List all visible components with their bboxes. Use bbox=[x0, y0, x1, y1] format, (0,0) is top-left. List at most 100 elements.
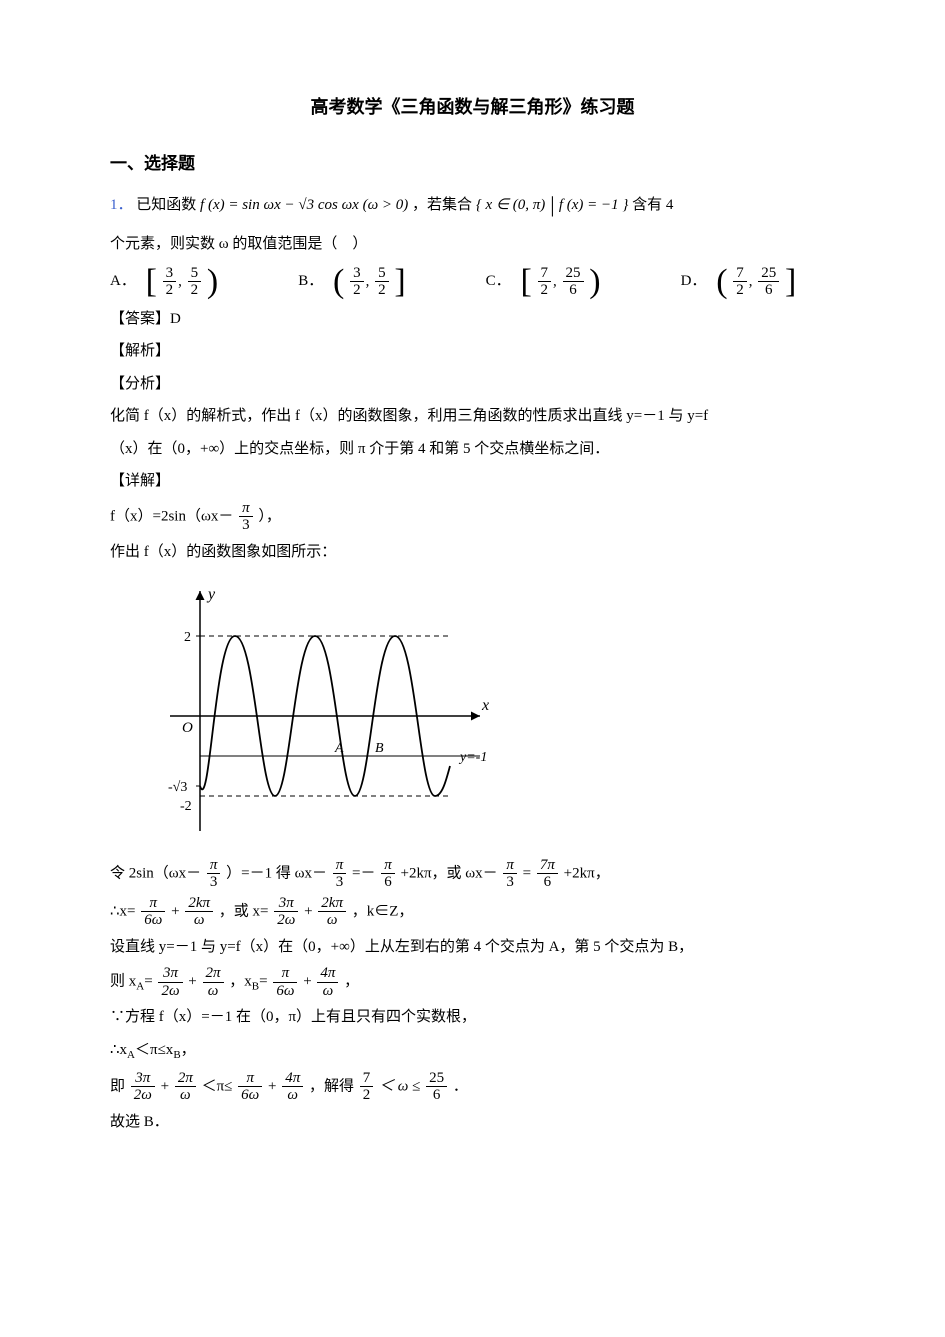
choice-D: D． ( 72, 256 ] bbox=[681, 265, 797, 299]
choice-C: C． [ 72, 256 ) bbox=[486, 265, 601, 299]
frac-den: ω bbox=[185, 912, 213, 929]
text: ＜π≤ bbox=[202, 1078, 233, 1094]
fenxi-label: 【分析】 bbox=[110, 370, 835, 399]
problem-formula: f (x) = sin ωx − √3 cos ωx (ω > 0) bbox=[200, 197, 408, 213]
svg-text:O: O bbox=[182, 720, 193, 736]
bracket-right: ] bbox=[394, 263, 405, 300]
frac-num: 25 bbox=[426, 1070, 447, 1088]
frac-num: 2kπ bbox=[318, 895, 346, 913]
text: + bbox=[161, 1078, 169, 1094]
text: = bbox=[523, 865, 531, 881]
page-title: 高考数学《三角函数与解三角形》练习题 bbox=[110, 90, 835, 124]
fenxi-text-1: 化简 f（x）的解析式，作出 f（x）的函数图象，利用三角函数的性质求出直线 y… bbox=[110, 402, 835, 431]
frac-num: 7π bbox=[537, 857, 558, 875]
text: +2kπ， bbox=[564, 865, 610, 881]
frac-den: ω bbox=[282, 1087, 303, 1104]
frac-num: 3π bbox=[158, 965, 182, 983]
frac-num: 7 bbox=[733, 265, 747, 283]
frac-num: π bbox=[273, 965, 297, 983]
text: = bbox=[144, 974, 152, 990]
frac-num: π bbox=[381, 857, 395, 875]
frac-den: 6 bbox=[758, 282, 779, 299]
frac-den: 6ω bbox=[141, 912, 165, 929]
frac-num: 7 bbox=[360, 1070, 374, 1088]
text: ＜ ω ≤ bbox=[379, 1078, 420, 1094]
frac-num: 2kπ bbox=[185, 895, 213, 913]
svg-text:2: 2 bbox=[184, 630, 191, 645]
svg-text:y: y bbox=[206, 586, 216, 603]
text: ，k∈Z， bbox=[352, 903, 414, 919]
frac-den: 6 bbox=[537, 874, 558, 891]
bracket-left: [ bbox=[146, 263, 157, 300]
bracket-left: [ bbox=[520, 263, 531, 300]
bracket-right: ) bbox=[589, 263, 600, 300]
text: +2kπ，或 ωx－ bbox=[401, 865, 498, 881]
subscript: B bbox=[173, 1049, 180, 1061]
frac-num: 2π bbox=[175, 1070, 196, 1088]
frac-num: 2π bbox=[203, 965, 224, 983]
problem-number: 1． bbox=[110, 197, 133, 213]
text: ， bbox=[344, 974, 359, 990]
text: ， bbox=[181, 1042, 196, 1058]
frac-den: 2 bbox=[733, 282, 747, 299]
bracket-left: ( bbox=[716, 263, 727, 300]
frac-num: π bbox=[239, 500, 253, 518]
frac-num: π bbox=[333, 857, 347, 875]
choice-A-label: A． bbox=[110, 273, 136, 289]
frac-num: 4π bbox=[282, 1070, 303, 1088]
detail-label: 【详解】 bbox=[110, 467, 835, 496]
frac-den: ω bbox=[175, 1087, 196, 1104]
solve-step-2: ∴x= π6ω + 2kπω ，或 x= 3π2ω + 2kπω ，k∈Z， bbox=[110, 895, 835, 929]
text: ∴x bbox=[110, 1042, 127, 1058]
frac-den: 6 bbox=[563, 282, 584, 299]
svg-text:-2: -2 bbox=[180, 799, 192, 814]
frac-num: 25 bbox=[563, 265, 584, 283]
frac-den: 3 bbox=[239, 517, 253, 534]
problem-statement-line1: 1． 已知函数 f (x) = sin ωx − √3 cos ωx (ω > … bbox=[110, 184, 835, 226]
frac-den: 2 bbox=[163, 282, 177, 299]
frac-den: 2 bbox=[188, 282, 202, 299]
answer-label: 【答案】D bbox=[110, 305, 835, 334]
frac-num: 25 bbox=[758, 265, 779, 283]
detail-1-suffix: ）， bbox=[258, 508, 281, 524]
frac-num: 3 bbox=[163, 265, 177, 283]
detail-1-prefix: f（x）=2sin（ωx－ bbox=[110, 508, 233, 524]
text: 即 bbox=[110, 1078, 125, 1094]
frac-den: 2 bbox=[360, 1087, 374, 1104]
problem-text-3: 含有 4 bbox=[632, 197, 673, 213]
text: =－ bbox=[352, 865, 375, 881]
svg-text:y=-1: y=-1 bbox=[458, 750, 487, 765]
because-line: ∵方程 f（x）=－1 在（0，π）上有且只有四个实数根， bbox=[110, 1003, 835, 1032]
detail-step-1: f（x）=2sin（ωx－ π3 ）， bbox=[110, 500, 835, 534]
choice-D-label: D． bbox=[681, 273, 707, 289]
bracket-right: ) bbox=[207, 263, 218, 300]
choice-C-label: C． bbox=[486, 273, 511, 289]
frac-den: 2ω bbox=[274, 912, 298, 929]
bracket-left: ( bbox=[333, 263, 344, 300]
frac-num: 4π bbox=[317, 965, 338, 983]
frac-num: π bbox=[207, 857, 221, 875]
text: 则 x bbox=[110, 974, 136, 990]
frac-den: 2 bbox=[538, 282, 552, 299]
svg-text:x: x bbox=[481, 697, 489, 714]
problem-text-2: ，若集合 bbox=[412, 197, 472, 213]
text: ． bbox=[453, 1078, 468, 1094]
subscript: A bbox=[127, 1049, 135, 1061]
text: ，x bbox=[229, 974, 252, 990]
graph-svg: yxO2-√3-2ABy=-1 bbox=[160, 576, 500, 836]
frac-den: 3 bbox=[333, 874, 347, 891]
svg-text:B: B bbox=[375, 741, 384, 756]
text: + bbox=[303, 974, 311, 990]
text: ＜π≤x bbox=[135, 1042, 173, 1058]
svg-text:-√3: -√3 bbox=[168, 780, 187, 795]
therefore-xa-xb: ∴xA＜π≤xB， bbox=[110, 1036, 835, 1066]
frac-den: 6ω bbox=[273, 983, 297, 1000]
text: + bbox=[188, 974, 196, 990]
frac-num: π bbox=[503, 857, 517, 875]
choice-A: A． [ 32, 52 ) bbox=[110, 265, 218, 299]
frac-num: 5 bbox=[188, 265, 202, 283]
frac-den: 2 bbox=[350, 282, 364, 299]
frac-num: π bbox=[238, 1070, 262, 1088]
problem-text-1: 已知函数 bbox=[136, 197, 200, 213]
text: ，或 x= bbox=[219, 903, 269, 919]
